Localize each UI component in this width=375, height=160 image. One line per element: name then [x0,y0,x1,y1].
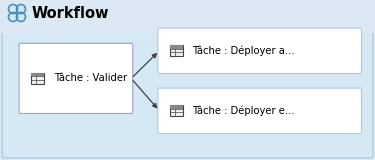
FancyBboxPatch shape [2,30,373,158]
FancyBboxPatch shape [158,88,362,133]
Bar [170,105,183,109]
Bar [31,73,44,76]
Bar [31,73,44,84]
FancyBboxPatch shape [158,28,362,73]
Circle shape [16,4,26,13]
Circle shape [16,12,26,21]
Text: Tâche : Valider: Tâche : Valider [54,73,127,83]
Text: Tâche : Déployer e...: Tâche : Déployer e... [192,106,295,116]
Bar [170,45,183,56]
Bar [0,0,375,33]
Text: Workflow: Workflow [32,7,109,21]
Bar [170,45,183,49]
Text: Tâche : Déployer a...: Tâche : Déployer a... [192,46,295,56]
Circle shape [9,4,18,13]
FancyBboxPatch shape [19,43,133,113]
Bar [170,105,183,116]
Circle shape [9,12,18,21]
